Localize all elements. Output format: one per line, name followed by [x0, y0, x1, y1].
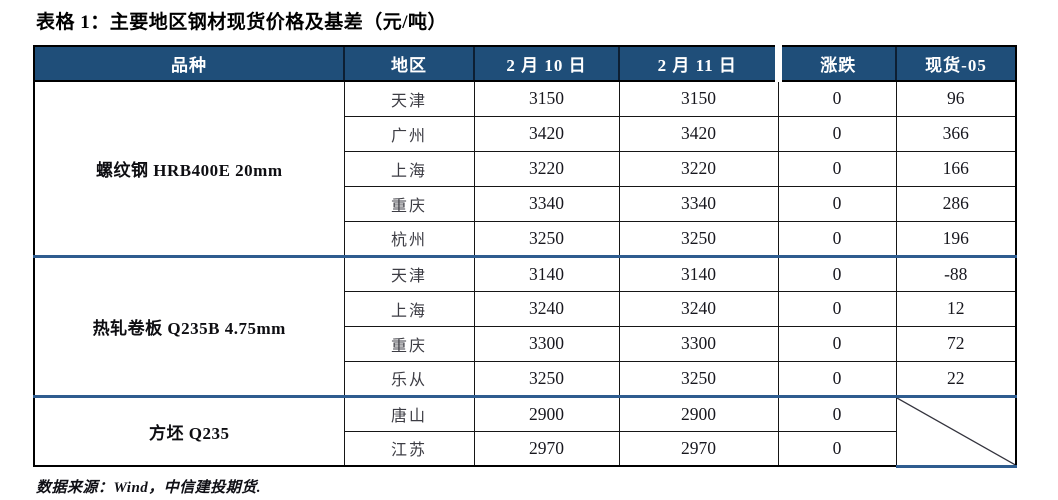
table-row: 江苏 2970 2970 0	[34, 430, 1016, 467]
region-cell: 广州	[343, 115, 475, 152]
region-cell: 天津	[343, 80, 475, 117]
price-feb10-cell: 3420	[473, 115, 620, 152]
region-cell: 江苏	[343, 430, 475, 467]
price-feb11-cell: 3240	[618, 290, 779, 327]
change-cell: 0	[777, 290, 897, 327]
price-feb10-cell: 3240	[473, 290, 620, 327]
header-row: 品种 地区 2 月 10 日 2 月 11 日 涨跌 现货-05	[33, 45, 1017, 82]
price-feb10-cell: 3250	[473, 220, 620, 257]
price-feb10-cell: 2970	[473, 430, 620, 467]
col-header-change: 涨跌	[774, 45, 896, 82]
basis-cell: 366	[895, 115, 1017, 152]
table-row: 重庆 3340 3340 0 286	[34, 185, 1017, 222]
product-cell-billet: 方坯 Q235	[33, 394, 345, 467]
col-header-feb11: 2 月 11 日	[618, 45, 778, 82]
change-cell: 0	[777, 360, 897, 397]
diagonal-slash	[897, 398, 1016, 465]
table-title: 表格 1：主要地区钢材现货价格及基差（元/吨）	[36, 12, 448, 33]
price-feb10-cell: 3300	[473, 325, 620, 362]
table-row: 方坯 Q235 唐山 2900 2900 0	[33, 394, 1017, 468]
price-feb11-cell: 2970	[618, 430, 779, 467]
region-cell: 唐山	[343, 394, 475, 432]
table-row: 螺纹钢 HRB400E 20mm 天津 3150 3150 0 96	[33, 80, 1017, 257]
data-source-note: 数据来源：Wind，中信建投期货.	[36, 479, 262, 496]
price-feb10-cell: 3340	[473, 185, 620, 222]
col-header-basis: 现货-05	[895, 45, 1017, 82]
change-cell: 0	[777, 325, 897, 362]
price-feb11-cell: 3250	[618, 220, 779, 257]
price-feb11-cell: 3250	[618, 360, 779, 397]
change-cell: 0	[777, 80, 897, 117]
region-cell: 上海	[343, 150, 475, 187]
change-cell: 0	[777, 150, 897, 187]
basis-cell: 96	[895, 80, 1017, 117]
price-feb10-cell: 2900	[473, 394, 620, 432]
price-feb10-cell: 3140	[473, 254, 620, 292]
product-cell-rebar: 螺纹钢 HRB400E 20mm	[33, 80, 345, 257]
price-feb11-cell: 3420	[618, 115, 779, 152]
table-row: 广州 3420 3420 0 366	[34, 115, 1017, 152]
price-feb11-cell: 3340	[618, 185, 779, 222]
basis-cell: 166	[895, 150, 1017, 187]
region-cell: 天津	[343, 254, 475, 292]
change-cell: 0	[777, 115, 897, 152]
change-cell: 0	[777, 254, 897, 292]
table-row: 杭州 3250 3250 0 196	[34, 220, 1017, 257]
price-feb10-cell: 3250	[473, 360, 620, 397]
price-feb10-cell: 3150	[473, 80, 620, 117]
basis-cell: 72	[895, 325, 1017, 362]
region-cell: 杭州	[343, 220, 475, 257]
table-row: 上海 3240 3240 0 12	[34, 290, 1017, 327]
col-header-region: 地区	[343, 45, 474, 82]
price-feb11-cell: 3300	[618, 325, 779, 362]
change-cell: 0	[777, 185, 897, 222]
table-row: 重庆 3300 3300 0 72	[34, 325, 1017, 362]
product-cell-hrc: 热轧卷板 Q235B 4.75mm	[33, 254, 345, 397]
basis-cell: 286	[895, 185, 1017, 222]
region-cell: 重庆	[343, 185, 475, 222]
region-cell: 上海	[343, 290, 475, 327]
price-feb11-cell: 3140	[618, 254, 779, 292]
change-cell: 0	[777, 430, 897, 467]
price-feb11-cell: 2900	[618, 394, 779, 432]
col-header-variety: 品种	[33, 45, 344, 82]
change-cell: 0	[777, 220, 897, 257]
price-feb11-cell: 3150	[618, 80, 779, 117]
basis-cell: -88	[895, 254, 1017, 292]
basis-cell: 22	[895, 360, 1017, 397]
col-header-feb10: 2 月 10 日	[473, 45, 619, 82]
steel-price-table: 品种 地区 2 月 10 日 2 月 11 日 涨跌 现货-05 螺纹钢 HRB…	[33, 45, 1017, 468]
basis-cell: 196	[895, 220, 1017, 257]
region-cell: 重庆	[343, 325, 475, 362]
region-cell: 乐从	[343, 360, 475, 397]
change-cell: 0	[777, 394, 897, 432]
table-row: 热轧卷板 Q235B 4.75mm 天津 3140 3140 0 -88	[33, 254, 1017, 397]
price-feb11-cell: 3220	[618, 150, 779, 187]
basis-cell: 12	[895, 290, 1017, 327]
price-feb10-cell: 3220	[473, 150, 620, 187]
basis-na-cell	[895, 394, 1017, 468]
table-row: 乐从 3250 3250 0 22	[34, 360, 1017, 397]
